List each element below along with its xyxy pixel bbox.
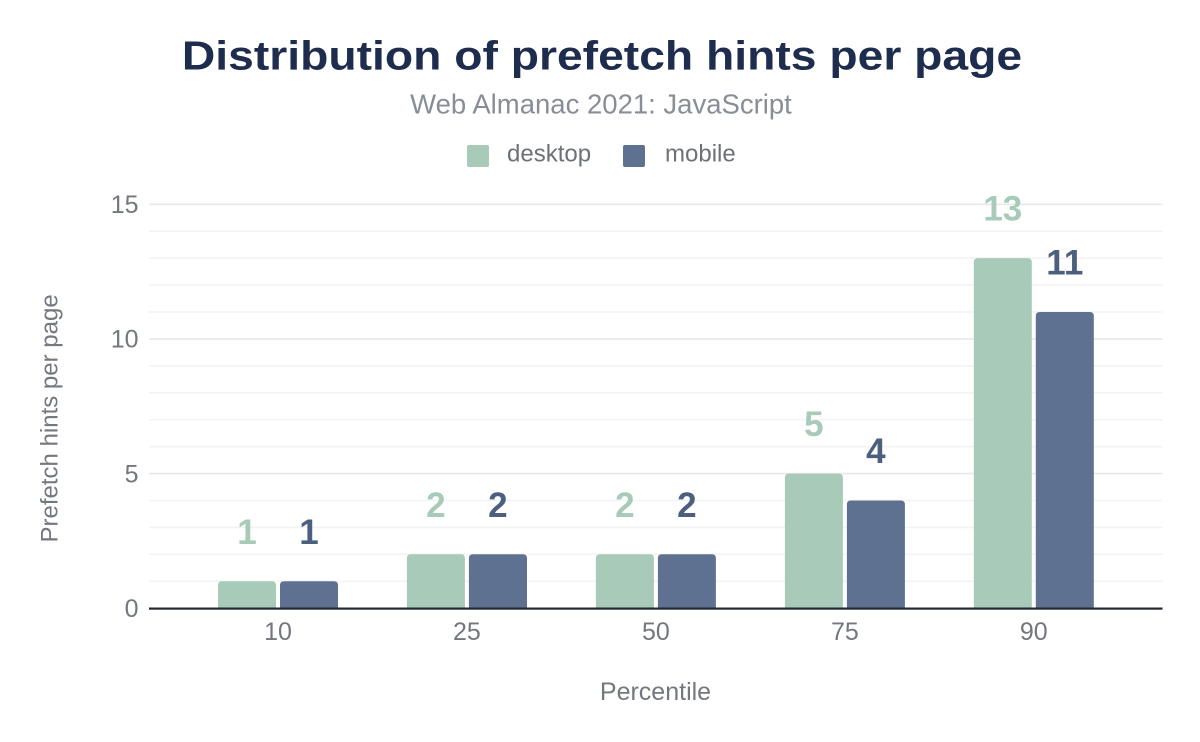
svg-text:5: 5: [804, 405, 823, 444]
svg-text:90: 90: [1020, 618, 1048, 646]
svg-text:10: 10: [111, 326, 139, 354]
svg-text:5: 5: [125, 460, 139, 488]
svg-text:4: 4: [866, 432, 886, 471]
svg-text:25: 25: [453, 618, 481, 646]
svg-text:Web Almanac 2021: JavaScript: Web Almanac 2021: JavaScript: [410, 89, 792, 120]
svg-text:11: 11: [1046, 244, 1083, 283]
svg-text:10: 10: [264, 618, 292, 646]
svg-text:Percentile: Percentile: [600, 678, 711, 706]
svg-text:15: 15: [111, 191, 139, 219]
svg-text:1: 1: [237, 513, 256, 552]
svg-text:mobile: mobile: [665, 141, 736, 168]
svg-text:2: 2: [677, 486, 696, 525]
svg-text:2: 2: [615, 486, 634, 525]
svg-text:Prefetch hints per page: Prefetch hints per page: [36, 294, 63, 542]
svg-text:2: 2: [488, 486, 507, 525]
svg-text:1: 1: [299, 513, 318, 552]
svg-text:13: 13: [983, 190, 1022, 229]
svg-text:Distribution of prefetch hints: Distribution of prefetch hints per page: [182, 34, 1022, 79]
svg-text:75: 75: [831, 618, 859, 646]
svg-text:desktop: desktop: [507, 141, 591, 168]
svg-text:2: 2: [426, 486, 445, 525]
svg-text:0: 0: [125, 595, 139, 623]
svg-text:50: 50: [642, 618, 670, 646]
